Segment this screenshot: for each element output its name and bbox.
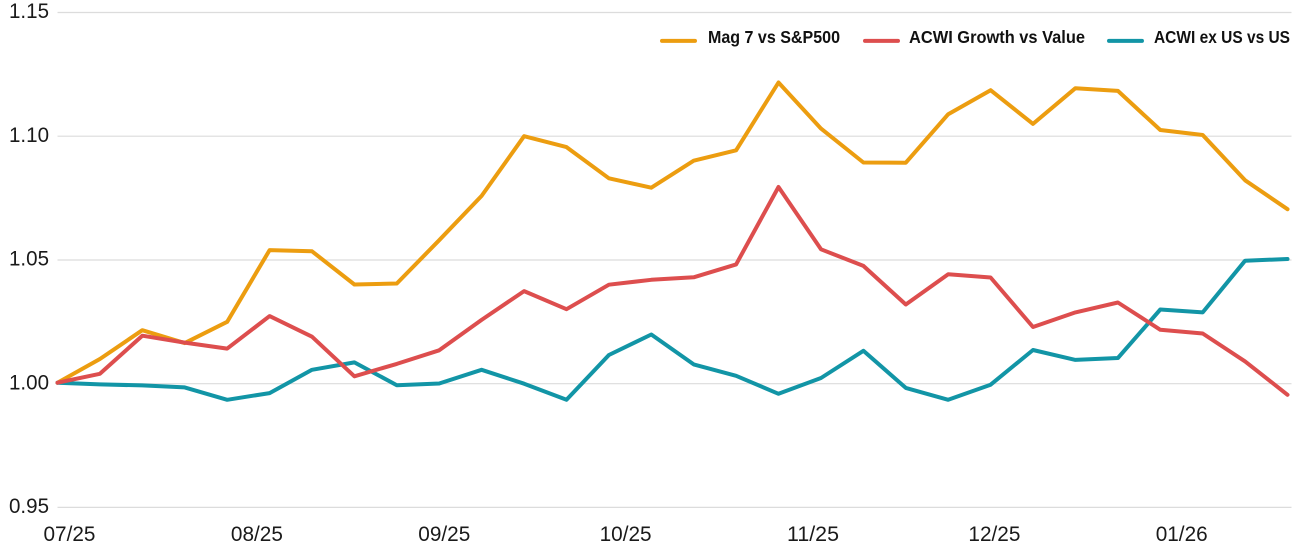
svg-text:10/25: 10/25 xyxy=(600,523,652,546)
svg-text:0.95: 0.95 xyxy=(9,495,49,518)
svg-text:1.10: 1.10 xyxy=(9,124,49,147)
svg-text:Mag 7 vs S&P500: Mag 7 vs S&P500 xyxy=(708,27,840,47)
svg-text:1.15: 1.15 xyxy=(9,0,49,23)
svg-text:ACWI Growth vs Value: ACWI Growth vs Value xyxy=(909,27,1085,47)
svg-text:1.00: 1.00 xyxy=(9,371,49,394)
svg-text:01/26: 01/26 xyxy=(1156,523,1208,546)
svg-text:12/25: 12/25 xyxy=(968,523,1020,546)
svg-text:08/25: 08/25 xyxy=(231,523,283,546)
svg-text:09/25: 09/25 xyxy=(418,523,470,546)
svg-text:07/25: 07/25 xyxy=(44,523,96,546)
svg-text:1.05: 1.05 xyxy=(9,248,49,271)
svg-text:ACWI ex US vs US: ACWI ex US vs US xyxy=(1154,27,1290,47)
svg-text:11/25: 11/25 xyxy=(787,523,839,546)
